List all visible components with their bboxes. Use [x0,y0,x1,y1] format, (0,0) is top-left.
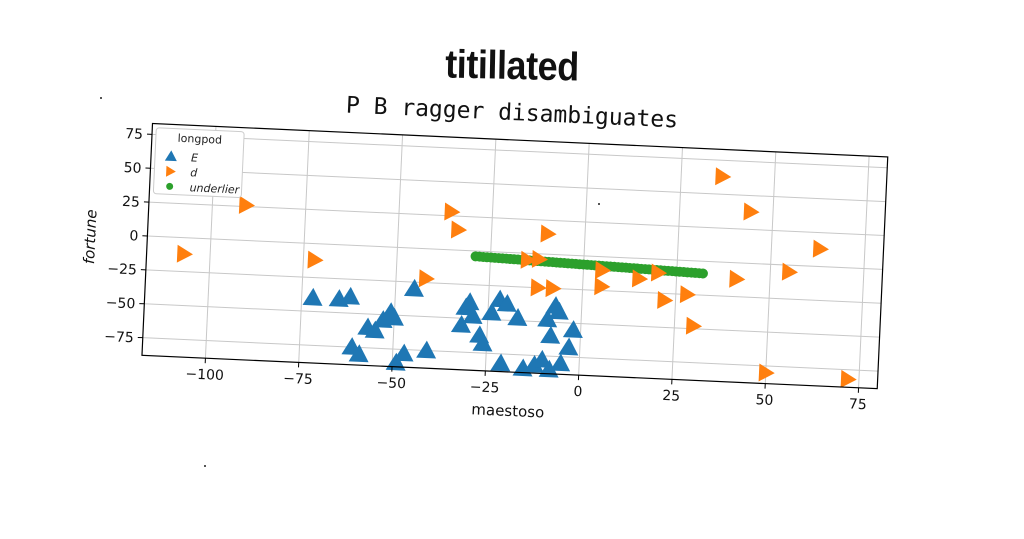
e-point [540,325,561,343]
d-point [686,317,703,336]
legend-entry-label: underlier [189,181,241,196]
x-tick-label: −100 [185,366,224,384]
y-grid-line [152,134,887,167]
y-grid-line [150,168,885,201]
noise-speck [100,97,102,99]
d-point [444,203,461,222]
x-tick-label: −25 [469,379,499,396]
d-point [531,278,548,297]
x-grid-line [765,152,776,384]
x-grid-line [392,135,403,367]
x-grid-line [859,156,870,388]
legend-title: longpod [177,132,222,147]
e-point [558,337,579,355]
d-point [743,203,760,222]
e-point [416,340,437,358]
e-point [459,292,480,310]
d-point [729,270,746,289]
e-point [394,343,415,361]
d-point [841,370,858,389]
d-point [680,285,697,304]
d-point [177,245,194,264]
noise-speck [204,465,206,467]
y-grid-line [147,236,882,269]
d-point [451,220,468,239]
d-point [715,167,732,186]
d-point [541,225,558,244]
y-tick-label: 25 [122,194,141,211]
e-point [303,287,324,305]
e-point [490,353,511,371]
d-point [239,196,256,215]
x-tick-label: −75 [283,371,313,388]
d-point [307,251,324,270]
y-axis-label: fortune [80,209,100,265]
noise-speck [598,203,600,205]
data-marks [172,143,866,391]
x-tick-label: −50 [376,375,406,392]
y-tick-label: 0 [129,228,139,244]
d-point [813,240,830,259]
y-grid-line [146,270,881,303]
x-tick-label: 25 [662,388,681,405]
y-grid-line [149,202,884,235]
e-point [550,353,571,371]
y-tick-label: 75 [125,126,144,143]
x-tick-label: 75 [849,396,868,413]
x-grid-line [299,131,310,363]
x-grid-line [672,148,683,380]
y-grid-line [143,338,878,371]
y-tick-label: −50 [105,295,135,312]
x-axis-label: maestoso [471,400,545,421]
legend-entry-label: E [191,151,199,164]
y-tick-label: −75 [104,329,134,346]
x-tick-label: 50 [755,392,774,409]
d-point [419,269,436,288]
y-tick-label: 50 [123,160,142,177]
e-point [340,286,361,304]
d-point [594,277,611,296]
x-tick-label: 0 [573,384,583,400]
y-tick-label: −25 [107,261,137,278]
d-point [546,279,563,298]
